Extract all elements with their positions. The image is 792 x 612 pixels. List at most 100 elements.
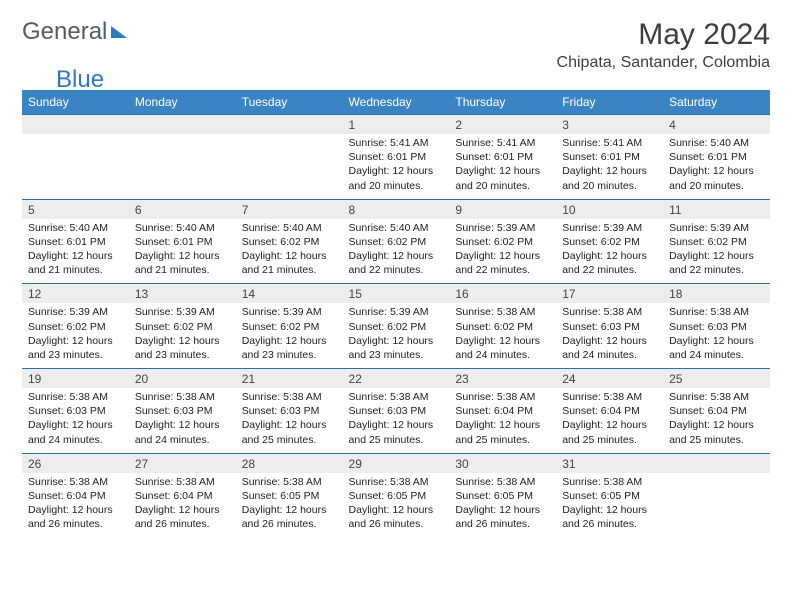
- sunrise-label: Sunrise:: [455, 476, 496, 488]
- day-detail-cell: Sunrise: 5:38 AMSunset: 6:03 PMDaylight:…: [663, 303, 770, 368]
- day-number-cell: 2: [449, 115, 556, 135]
- sunset-label: Sunset:: [28, 405, 67, 417]
- day-number-cell: [22, 115, 129, 135]
- sunset-label: Sunset:: [242, 321, 281, 333]
- daylight-label: Daylight:: [562, 504, 606, 516]
- daylight-label: Daylight:: [28, 504, 72, 516]
- page-title: May 2024: [557, 18, 770, 52]
- sunset-label: Sunset:: [242, 405, 281, 417]
- daylight-label: Daylight:: [349, 335, 393, 347]
- sunrise-label: Sunrise:: [28, 391, 69, 403]
- daylight-label: Daylight:: [669, 250, 713, 262]
- sunrise-label: Sunrise:: [349, 137, 390, 149]
- daylight-label: Daylight:: [349, 419, 393, 431]
- day-number-cell: 21: [236, 369, 343, 389]
- col-tuesday: Tuesday: [236, 90, 343, 115]
- daylight-label: Daylight:: [135, 250, 179, 262]
- day-detail-cell: Sunrise: 5:38 AMSunset: 6:04 PMDaylight:…: [129, 473, 236, 538]
- day-number-cell: 12: [22, 284, 129, 304]
- day-detail-cell: Sunrise: 5:38 AMSunset: 6:02 PMDaylight:…: [449, 303, 556, 368]
- day-detail-cell: [22, 134, 129, 199]
- day-number-cell: 7: [236, 199, 343, 219]
- sunrise-label: Sunrise:: [669, 391, 710, 403]
- sunrise-label: Sunrise:: [562, 391, 603, 403]
- day-number-cell: 17: [556, 284, 663, 304]
- day-detail-cell: Sunrise: 5:40 AMSunset: 6:01 PMDaylight:…: [663, 134, 770, 199]
- day-detail-cell: Sunrise: 5:38 AMSunset: 6:03 PMDaylight:…: [22, 388, 129, 453]
- sunset-label: Sunset:: [349, 236, 388, 248]
- daylight-label: Daylight:: [349, 250, 393, 262]
- day-detail-cell: Sunrise: 5:39 AMSunset: 6:02 PMDaylight:…: [129, 303, 236, 368]
- daylight-label: Daylight:: [669, 335, 713, 347]
- day-detail-cell: Sunrise: 5:38 AMSunset: 6:03 PMDaylight:…: [343, 388, 450, 453]
- sunrise-label: Sunrise:: [455, 306, 496, 318]
- day-detail-cell: Sunrise: 5:38 AMSunset: 6:05 PMDaylight:…: [556, 473, 663, 538]
- day-number-cell: 6: [129, 199, 236, 219]
- logo-sail-icon: [111, 26, 127, 38]
- daylight-label: Daylight:: [242, 504, 286, 516]
- sunrise-label: Sunrise:: [455, 137, 496, 149]
- sunset-label: Sunset:: [562, 405, 601, 417]
- sunrise-label: Sunrise:: [349, 306, 390, 318]
- sunset-label: Sunset:: [135, 490, 174, 502]
- day-number-cell: 31: [556, 453, 663, 473]
- day-detail-cell: Sunrise: 5:38 AMSunset: 6:03 PMDaylight:…: [129, 388, 236, 453]
- daylight-label: Daylight:: [28, 419, 72, 431]
- day-detail-cell: Sunrise: 5:39 AMSunset: 6:02 PMDaylight:…: [22, 303, 129, 368]
- sunset-label: Sunset:: [455, 490, 494, 502]
- daylight-label: Daylight:: [455, 504, 499, 516]
- daylight-label: Daylight:: [349, 165, 393, 177]
- day-details-row: Sunrise: 5:40 AMSunset: 6:01 PMDaylight:…: [22, 219, 770, 284]
- sunset-label: Sunset:: [562, 490, 601, 502]
- day-detail-cell: Sunrise: 5:39 AMSunset: 6:02 PMDaylight:…: [236, 303, 343, 368]
- day-number-cell: 4: [663, 115, 770, 135]
- sunrise-label: Sunrise:: [135, 306, 176, 318]
- calendar-table: Sunday Monday Tuesday Wednesday Thursday…: [22, 90, 770, 537]
- day-number-cell: 26: [22, 453, 129, 473]
- day-number-cell: 5: [22, 199, 129, 219]
- sunrise-label: Sunrise:: [349, 391, 390, 403]
- sunrise-label: Sunrise:: [669, 137, 710, 149]
- day-number-cell: 19: [22, 369, 129, 389]
- day-number-cell: 14: [236, 284, 343, 304]
- sunrise-label: Sunrise:: [349, 476, 390, 488]
- sunset-label: Sunset:: [455, 321, 494, 333]
- sunset-label: Sunset:: [455, 151, 494, 163]
- sunset-label: Sunset:: [28, 321, 67, 333]
- day-number-cell: 3: [556, 115, 663, 135]
- title-block: May 2024 Chipata, Santander, Colombia: [557, 18, 770, 72]
- day-detail-cell: Sunrise: 5:38 AMSunset: 6:04 PMDaylight:…: [663, 388, 770, 453]
- day-detail-cell: Sunrise: 5:38 AMSunset: 6:04 PMDaylight:…: [449, 388, 556, 453]
- day-number-cell: 28: [236, 453, 343, 473]
- day-number-row: 19202122232425: [22, 369, 770, 389]
- day-detail-cell: Sunrise: 5:38 AMSunset: 6:05 PMDaylight:…: [236, 473, 343, 538]
- daylight-label: Daylight:: [135, 419, 179, 431]
- sunrise-label: Sunrise:: [28, 222, 69, 234]
- day-number-cell: [129, 115, 236, 135]
- sunrise-label: Sunrise:: [669, 222, 710, 234]
- sunset-label: Sunset:: [455, 405, 494, 417]
- logo-blue-text: GeBlue: [22, 66, 104, 94]
- sunrise-label: Sunrise:: [242, 391, 283, 403]
- sunset-label: Sunset:: [669, 151, 708, 163]
- sunset-label: Sunset:: [349, 490, 388, 502]
- day-number-cell: 25: [663, 369, 770, 389]
- day-detail-cell: Sunrise: 5:41 AMSunset: 6:01 PMDaylight:…: [343, 134, 450, 199]
- logo: General: [22, 18, 129, 46]
- day-number-cell: 10: [556, 199, 663, 219]
- day-number-cell: 30: [449, 453, 556, 473]
- day-number-cell: 24: [556, 369, 663, 389]
- weekday-header-row: Sunday Monday Tuesday Wednesday Thursday…: [22, 90, 770, 115]
- day-detail-cell: Sunrise: 5:41 AMSunset: 6:01 PMDaylight:…: [449, 134, 556, 199]
- sunrise-label: Sunrise:: [562, 137, 603, 149]
- daylight-label: Daylight:: [349, 504, 393, 516]
- sunset-label: Sunset:: [669, 321, 708, 333]
- sunrise-label: Sunrise:: [28, 306, 69, 318]
- sunrise-label: Sunrise:: [349, 222, 390, 234]
- sunset-label: Sunset:: [562, 321, 601, 333]
- day-number-cell: [236, 115, 343, 135]
- sunset-label: Sunset:: [562, 151, 601, 163]
- sunset-label: Sunset:: [669, 405, 708, 417]
- daylight-label: Daylight:: [135, 504, 179, 516]
- day-detail-cell: Sunrise: 5:38 AMSunset: 6:05 PMDaylight:…: [343, 473, 450, 538]
